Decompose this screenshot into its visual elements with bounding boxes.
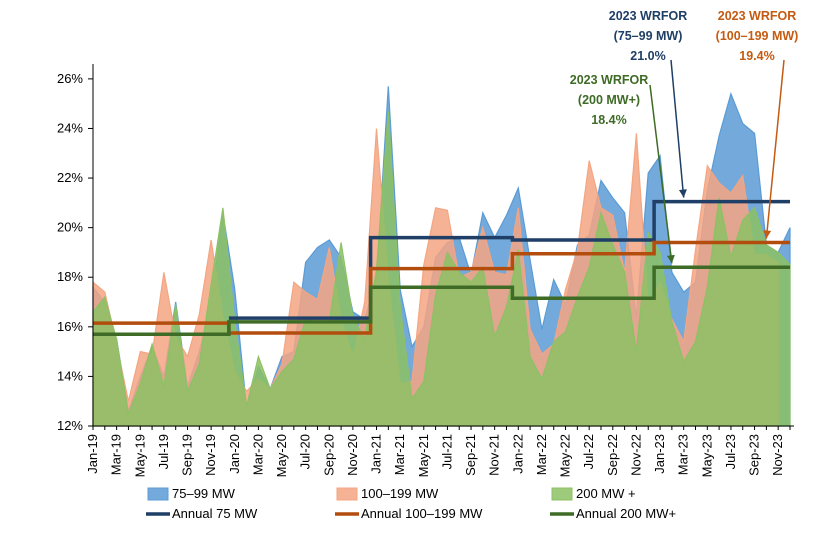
annotations-group: 2023 WRFOR (75–99 MW) 21.0% 2023 WRFOR (100–… <box>570 9 799 264</box>
x-tick-label: Jul-19 <box>156 434 171 469</box>
x-tick-label: Jul-23 <box>723 434 738 469</box>
x-tick-label: Nov-19 <box>203 434 218 476</box>
x-tick-label: Sep-21 <box>463 434 478 476</box>
annotation-text: (200 MW+) <box>578 93 640 107</box>
x-tick-label: Jul-21 <box>439 434 454 469</box>
axes-group: 12% 14% 16% 18% 20% 22% 24% 26% Jan-19 Mar-19 May-… <box>57 64 794 477</box>
annotation-arrow <box>670 59 685 198</box>
step-line-annual-75-mw <box>228 199 790 320</box>
annotation-arrow <box>765 59 785 239</box>
y-tick-label: 24% <box>57 120 83 135</box>
x-tick-label: Sep-22 <box>605 434 620 476</box>
x-tick-label: Nov-23 <box>770 434 785 476</box>
annotation-arrow <box>649 84 673 264</box>
area-200-mw <box>92 111 791 427</box>
area-series-group <box>92 86 791 427</box>
legend-label-annual-200-mw: Annual 200 MW+ <box>576 506 676 521</box>
x-tick-label: Jan-20 <box>227 434 242 474</box>
x-tick-label: Nov-20 <box>345 434 360 476</box>
x-tick-label: Sep-23 <box>747 434 762 476</box>
legend-group: 75–99 MW 100–199 MW 200 MW + Annual 75 MW An… <box>146 486 676 521</box>
annotation-text: (100–199 MW) <box>716 29 799 43</box>
x-tick-label: Sep-20 <box>321 434 336 476</box>
legend-swatch-200-mw <box>551 487 573 501</box>
x-tick-label: Mar-21 <box>392 434 407 475</box>
x-tick-label: Jan-23 <box>652 434 667 474</box>
x-tick-label: Jul-22 <box>581 434 596 469</box>
x-tick-label: Nov-21 <box>487 434 502 476</box>
annotation-text: 2023 WRFOR <box>718 9 797 23</box>
x-tick-label: Jan-19 <box>85 434 100 474</box>
legend-label-annual-100-199-mw: Annual 100–199 MW <box>361 506 483 521</box>
x-tick-label: May-19 <box>132 434 147 477</box>
legend-label-annual-75-mw: Annual 75 MW <box>172 506 258 521</box>
step-line-annual-200-mw <box>93 265 790 337</box>
x-tick-label: Jan-21 <box>369 434 384 474</box>
legend-label-100-199-mw: 100–199 MW <box>361 486 439 501</box>
y-tick-label: 18% <box>57 269 83 284</box>
annotation-text: (75–99 MW) <box>614 29 683 43</box>
annotation-text: 2023 WRFOR <box>570 73 649 87</box>
x-tick-label: Nov-22 <box>628 434 643 476</box>
legend-label-75-99-mw: 75–99 MW <box>172 486 236 501</box>
annotation-text: 19.4% <box>739 49 774 63</box>
legend-swatch-100-199-mw <box>336 487 358 501</box>
x-tick-label: Jul-20 <box>298 434 313 469</box>
x-tick-label: Sep-19 <box>180 434 195 476</box>
annotation-arrowhead <box>678 189 687 198</box>
x-tick-label: Mar-22 <box>534 434 549 475</box>
annotation-text: 2023 WRFOR <box>609 9 688 23</box>
x-tick-label: Jan-22 <box>510 434 525 474</box>
x-tick-label: Mar-23 <box>676 434 691 475</box>
annotation-text: 21.0% <box>630 49 665 63</box>
x-tick-label: May-22 <box>558 434 573 477</box>
y-tick-label: 22% <box>57 170 83 185</box>
x-tick-label: Mar-20 <box>250 434 265 475</box>
y-tick-label: 14% <box>57 368 83 383</box>
x-tick-label: May-23 <box>699 434 714 477</box>
y-tick-label: 12% <box>57 418 83 433</box>
legend-swatch-75-99-mw <box>147 487 169 501</box>
legend-label-200-mw: 200 MW + <box>576 486 636 501</box>
x-tick-label: May-20 <box>274 434 289 477</box>
y-tick-label: 16% <box>57 319 83 334</box>
annotation-arrowhead <box>666 254 675 264</box>
annotation-text: 18.4% <box>591 113 626 127</box>
y-tick-label: 20% <box>57 220 83 235</box>
y-tick-label: 26% <box>57 71 83 86</box>
annotation-arrowhead <box>763 230 772 239</box>
x-tick-label: May-21 <box>416 434 431 477</box>
x-tick-label: Mar-19 <box>109 434 124 475</box>
